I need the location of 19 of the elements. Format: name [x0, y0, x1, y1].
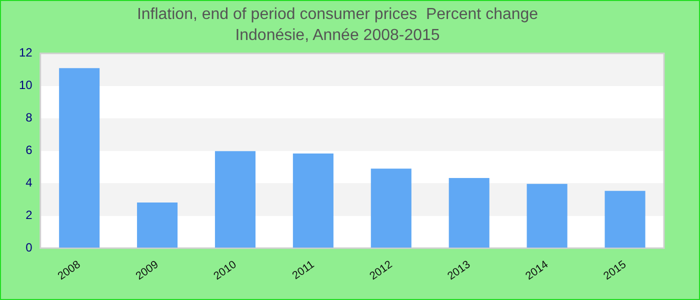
y-tick-label: 0 [26, 240, 33, 254]
chart-subtitle: Indonésie, Année 2008-2015 [235, 27, 440, 44]
bar [214, 151, 256, 248]
x-tick-label: 2011 [290, 258, 317, 282]
x-tick-label: 2009 [134, 258, 161, 283]
bar [137, 202, 178, 248]
bar [604, 190, 646, 248]
bar [448, 178, 490, 248]
y-tick-label: 2 [26, 208, 33, 222]
bar [292, 154, 334, 248]
bar [370, 168, 412, 248]
bar [59, 68, 100, 248]
y-tick-label: 6 [26, 143, 33, 158]
y-tick-label: 12 [18, 46, 33, 60]
y-tick-label: 8 [26, 110, 33, 125]
y-tick-label: 4 [26, 176, 33, 190]
chart-title: Inflation, end of period consumer prices Percent change [136, 6, 538, 24]
y-tick-label: 10 [18, 78, 33, 92]
bar [526, 184, 568, 248]
